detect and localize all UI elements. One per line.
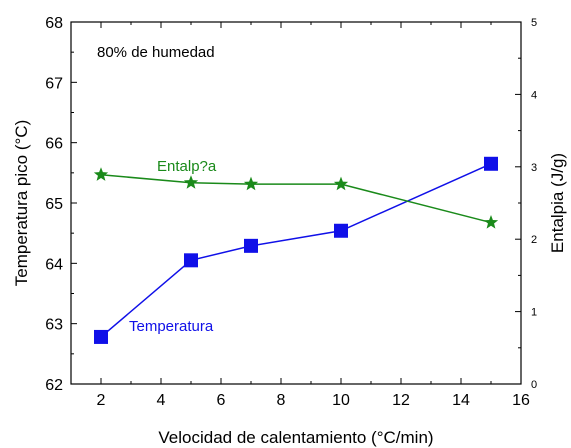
x-tick-label: 6 [217,392,226,409]
y-left-tick-label: 62 [45,377,63,394]
annotation-text: 80% de humedad [97,44,215,61]
y-left-tick-label: 64 [45,256,63,273]
y-axis-left-label: Temperatura pico (°C) [12,120,31,286]
series-label-temperatura: Temperatura [129,318,214,335]
y-left-tick-label: 68 [45,15,63,32]
data-point-square [184,253,198,268]
series-line-0 [100,163,492,338]
data-point-star [333,176,349,191]
y-left-tick-label: 65 [45,196,63,213]
x-tick-label: 14 [452,392,470,409]
series-label-entalpia: Entalp?a [157,158,217,175]
y-right-tick-label: 2 [531,234,537,246]
y-left-tick-label: 63 [45,317,63,334]
data-point-square [334,223,348,238]
y-right-tick-label: 5 [531,17,537,29]
y-left-tick-label: 66 [45,136,63,153]
data-point-star [243,176,259,191]
x-tick-label: 2 [97,392,106,409]
y-axis-right-label: Entalpia (J/g) [548,153,567,253]
x-tick-label: 10 [332,392,350,409]
data-point-star [93,167,109,181]
x-tick-label: 8 [277,392,286,409]
y-right-tick-label: 3 [531,162,537,174]
x-tick-label: 12 [392,392,410,409]
x-tick-label: 4 [157,392,166,409]
y-right-tick-label: 0 [531,379,537,391]
data-point-square [94,329,108,344]
series-line-1 [100,174,492,224]
data-point-star [483,215,499,229]
y-right-tick-label: 4 [531,89,537,101]
data-point-star [183,175,199,189]
y-right-tick-label: 1 [531,307,537,319]
series-layer [93,156,499,344]
data-point-square [484,156,498,171]
axis-ticks [70,21,522,385]
x-tick-label: 16 [512,392,530,409]
y-left-tick-label: 67 [45,75,63,92]
x-axis-label: Velocidad de calentamiento (°C/min) [158,428,433,447]
data-point-square [244,238,258,253]
